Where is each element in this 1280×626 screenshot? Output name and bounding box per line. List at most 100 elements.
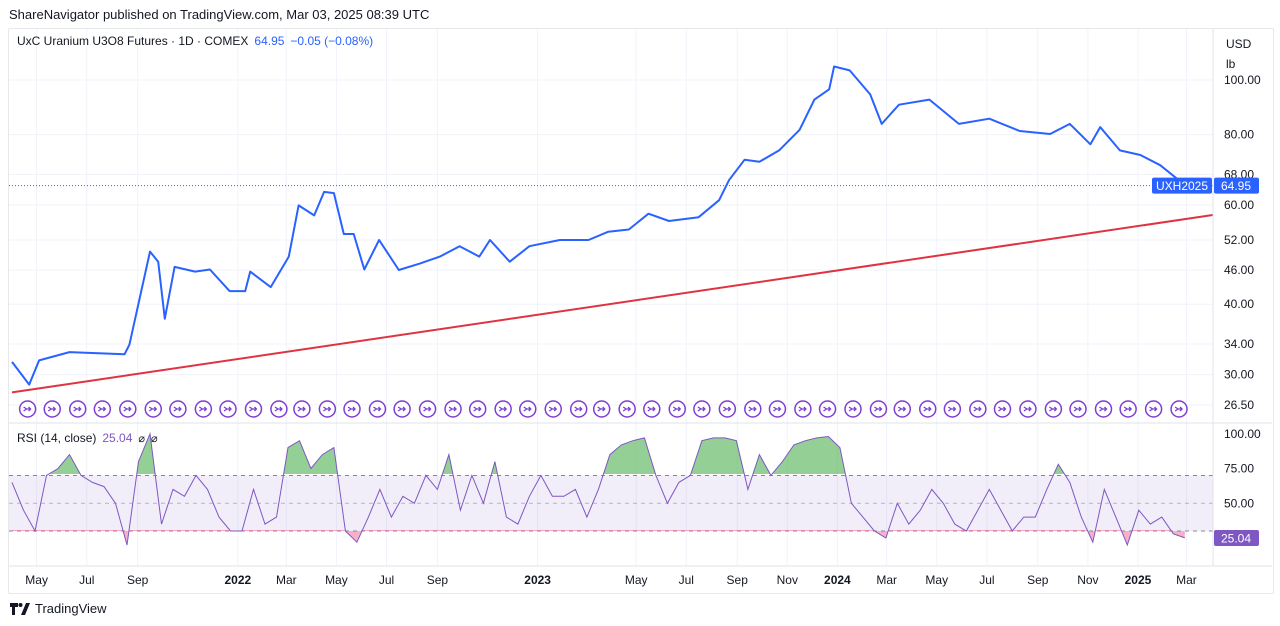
x-tick-label: May [625, 573, 648, 587]
event-arrow [973, 406, 982, 412]
x-tick-label: Jul [979, 573, 994, 587]
contract-roll-icon [169, 400, 187, 418]
event-arrow [1123, 406, 1133, 412]
contract-roll-icon [43, 400, 61, 418]
event-arrow [173, 406, 182, 412]
event-arrow [923, 406, 932, 412]
event-arrow [397, 406, 407, 412]
contract-roll-icon [893, 400, 912, 418]
contract-roll-icon [494, 400, 512, 418]
contract-roll-icon [643, 400, 661, 418]
contract-roll-icon [592, 400, 611, 418]
contract-roll-icon [1119, 400, 1137, 418]
x-tick-label: 2023 [524, 573, 551, 587]
last-price-label-bg [1214, 177, 1259, 194]
contract-roll-icon [544, 400, 562, 418]
x-tick-label: 2024 [824, 573, 851, 587]
event-arrow [1049, 406, 1058, 412]
x-tick-label: Jul [379, 573, 394, 587]
event-markers [18, 400, 1188, 418]
contract-roll-icon [393, 400, 411, 418]
x-tick-label: Nov [1077, 573, 1098, 587]
contract-roll-icon [1019, 400, 1037, 418]
event-arrow [347, 406, 356, 412]
price-tick-label: 34.00 [1224, 337, 1254, 351]
rsi-line [11, 431, 1185, 547]
event-arrow [874, 406, 883, 412]
x-tick-label: 2022 [225, 573, 252, 587]
rsi-tick-label: 75.00 [1224, 462, 1254, 476]
symbol-title: UxC Uranium U3O8 Futures · 1D · COMEX [17, 34, 249, 48]
chart-frame [8, 28, 1274, 594]
axes: May Jul Sep 2022 Mar May Jul Sep 2023 May Jul Sep No… [9, 29, 1272, 587]
event-arrow [672, 406, 682, 412]
event-arrow [823, 406, 832, 412]
contract-roll-icon [18, 400, 37, 418]
contract-roll-icon [144, 400, 163, 418]
price-tick-label: 30.00 [1224, 368, 1254, 382]
price-pane [9, 65, 1213, 394]
event-arrow [198, 406, 208, 412]
event-arrow [647, 406, 656, 412]
contract-roll-icon [1044, 400, 1063, 418]
rsi-value-label: 25.04 [1221, 531, 1251, 545]
event-arrow [1023, 406, 1032, 412]
x-tick-label: Sep [127, 573, 149, 587]
rsi-tick-label: 50.00 [1224, 496, 1254, 510]
contract-roll-icon [918, 400, 937, 418]
event-arrow [697, 406, 706, 412]
x-tick-label: Sep [427, 573, 449, 587]
rsi-tick-label: 100.00 [1224, 427, 1261, 441]
price-change: −0.05 (−0.08%) [290, 34, 374, 48]
contract-roll-icon [869, 400, 888, 418]
rsi-legend[interactable]: RSI (14, close) 25.04 ⌀ ⌀ [17, 431, 158, 445]
event-arrow [97, 406, 107, 412]
currency-label: USD [1226, 37, 1252, 51]
event-arrow [548, 406, 558, 412]
contract-roll-icon [969, 400, 987, 418]
contract-roll-icon [618, 400, 636, 418]
brand-name: TradingView [35, 601, 107, 616]
x-tick-label: Mar [1176, 573, 1197, 587]
price-tick-label: 100.00 [1224, 73, 1261, 87]
event-arrow [323, 406, 332, 412]
contract-roll-icon [343, 400, 361, 418]
x-tick-label: Sep [1027, 573, 1049, 587]
event-arrow [473, 406, 482, 412]
contract-roll-icon [844, 400, 862, 418]
event-arrow [148, 406, 158, 412]
event-arrow [897, 406, 907, 412]
rsi-value: 25.04 [102, 431, 133, 445]
event-arrow [574, 406, 583, 412]
contract-roll-icon [818, 400, 837, 418]
symbol-legend[interactable]: UxC Uranium U3O8 Futures · 1D · COMEX 64… [17, 34, 373, 48]
contract-roll-icon [194, 400, 213, 418]
contract-roll-icon [668, 400, 686, 418]
hidden-value-icon: ⌀ [151, 432, 158, 445]
event-arrow [73, 406, 82, 412]
contract-roll-icon [318, 400, 337, 418]
rsi-value-label-bg [1214, 529, 1259, 546]
price-tick-label: 46.00 [1224, 263, 1254, 277]
event-arrow [597, 406, 606, 412]
event-arrow [297, 406, 306, 412]
unit-label: lb [1226, 57, 1236, 71]
x-tick-label: 2025 [1125, 573, 1152, 587]
event-arrow [1174, 406, 1183, 412]
rsi-pane [9, 431, 1213, 547]
x-tick-label: Mar [276, 573, 297, 587]
event-arrow [748, 406, 757, 412]
x-tick-label: May [25, 573, 48, 587]
event-arrow [47, 406, 57, 412]
contract-roll-icon [1170, 400, 1188, 418]
contract-roll-icon [93, 400, 112, 418]
currency-unit-selector[interactable]: USD lb [1218, 30, 1266, 74]
event-arrow [373, 406, 382, 412]
trend-line [11, 214, 1213, 394]
hidden-value-icon: ⌀ [138, 432, 146, 445]
contract-roll-icon [1069, 400, 1087, 418]
contract-roll-icon [418, 400, 437, 418]
event-arrow [523, 406, 532, 412]
rsi-title: RSI (14, close) [17, 431, 97, 445]
